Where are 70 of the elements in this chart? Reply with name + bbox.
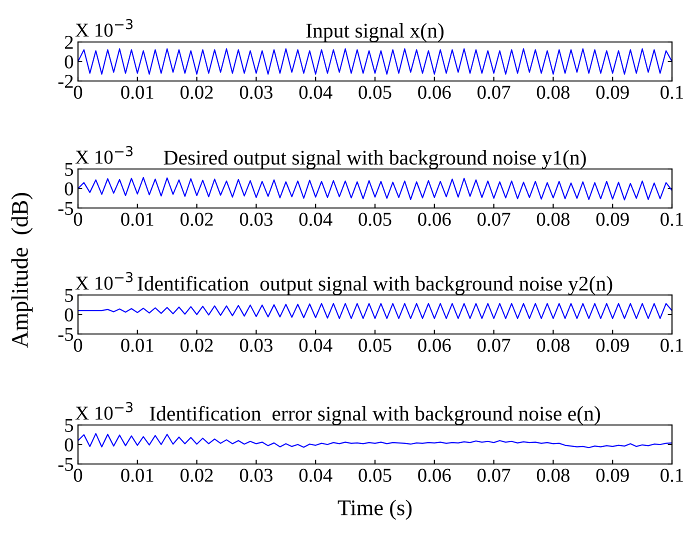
x-tick-label: 0.08: [536, 212, 570, 226]
x-tick-label: 0.09: [596, 212, 629, 226]
x-tick-label: 0.03: [240, 338, 272, 352]
text: X 10$^{−3}$: [75, 402, 133, 420]
x-tick-label: 0.08: [536, 86, 570, 99]
x-tick-label: 0.02: [180, 338, 213, 352]
y-tick-label: 0: [64, 182, 74, 196]
x-tick-label: 0.08: [536, 338, 570, 352]
x-tick-label: 0.04: [299, 338, 332, 352]
x-tick-label: 0.1: [660, 212, 683, 226]
line-series: [78, 433, 672, 448]
x-tick-label: 0.07: [478, 468, 510, 482]
x-tick-label: 0.05: [358, 468, 392, 482]
chart-title: Identification error signal with background noise e(n): [150, 406, 600, 425]
x-tick-label: 0.01: [121, 212, 154, 226]
x-tick-label: 0: [74, 212, 82, 226]
x-tick-label: 0.1: [660, 338, 683, 352]
x-tick-label: 0.09: [596, 86, 629, 99]
x-tick-label: 0.05: [358, 338, 392, 352]
y-tick-label: 0: [64, 438, 74, 452]
x-tick-label: 0.01: [121, 338, 154, 352]
text: X 10$^{−3}$: [75, 272, 133, 290]
y-tick-label: 0: [64, 308, 74, 322]
x-tick-label: 0.09: [596, 338, 629, 352]
x-tick-label: 0.1: [660, 86, 683, 99]
x-tick-label: 0.08: [536, 468, 570, 482]
x-tick-label: 0.07: [478, 212, 510, 226]
x-tick-label: 0: [74, 338, 82, 352]
x-tick-label: 0.1: [660, 468, 683, 482]
x-tick-label: 0.03: [240, 468, 272, 482]
chart-title: Desired output signal with background noise y1(n): [164, 150, 586, 169]
y-tick-label: 5: [65, 419, 74, 432]
y-tick-label: -2: [58, 74, 73, 88]
y-tick-label: -5: [58, 202, 74, 215]
line-series: [78, 48, 672, 75]
x-tick-label: 0.01: [121, 86, 154, 99]
x-axis-title: Time (s): [338, 500, 412, 520]
x-tick-label: 0.04: [299, 212, 332, 226]
x-tick-label: 0.06: [418, 468, 451, 482]
line-series: [78, 177, 672, 200]
text: X 10$^{−3}$: [75, 18, 133, 37]
y-tick-label: 0: [64, 55, 74, 68]
x-tick-label: 0.05: [358, 212, 392, 226]
x-tick-label: 0.09: [596, 468, 629, 482]
x-tick-label: 0.03: [240, 86, 272, 99]
y-tick-label: -5: [58, 328, 74, 341]
line-series: [78, 303, 672, 319]
x-tick-label: 0.04: [299, 86, 332, 99]
y-tick-label: 5: [65, 289, 74, 302]
chart-title: Identification output signal with background noise y2(n): [138, 276, 612, 295]
x-tick-label: 0.02: [180, 212, 213, 226]
y-tick-label: 2: [64, 36, 73, 49]
x-tick-label: 0.06: [418, 338, 451, 352]
x-tick-label: 0.06: [418, 212, 451, 226]
x-tick-label: 0.01: [121, 468, 154, 482]
y-axis-title: Amplitude (dB): [11, 193, 33, 348]
x-tick-label: 0.07: [478, 338, 510, 352]
x-tick-label: 0: [74, 468, 82, 482]
x-tick-label: 0.07: [478, 86, 510, 99]
x-tick-label: 0.02: [180, 86, 213, 99]
x-tick-label: 0.06: [418, 86, 451, 99]
x-tick-label: 0.05: [358, 86, 392, 99]
x-tick-label: 0.02: [180, 468, 213, 482]
x-tick-label: 0.04: [299, 468, 332, 482]
x-tick-label: 0.03: [240, 212, 272, 226]
text: X 10$^{−3}$: [75, 146, 133, 164]
x-tick-label: 0: [74, 86, 82, 99]
y-tick-label: -5: [58, 458, 74, 471]
y-tick-label: 5: [65, 163, 74, 176]
chart-title: Input signal x(n): [306, 23, 444, 42]
